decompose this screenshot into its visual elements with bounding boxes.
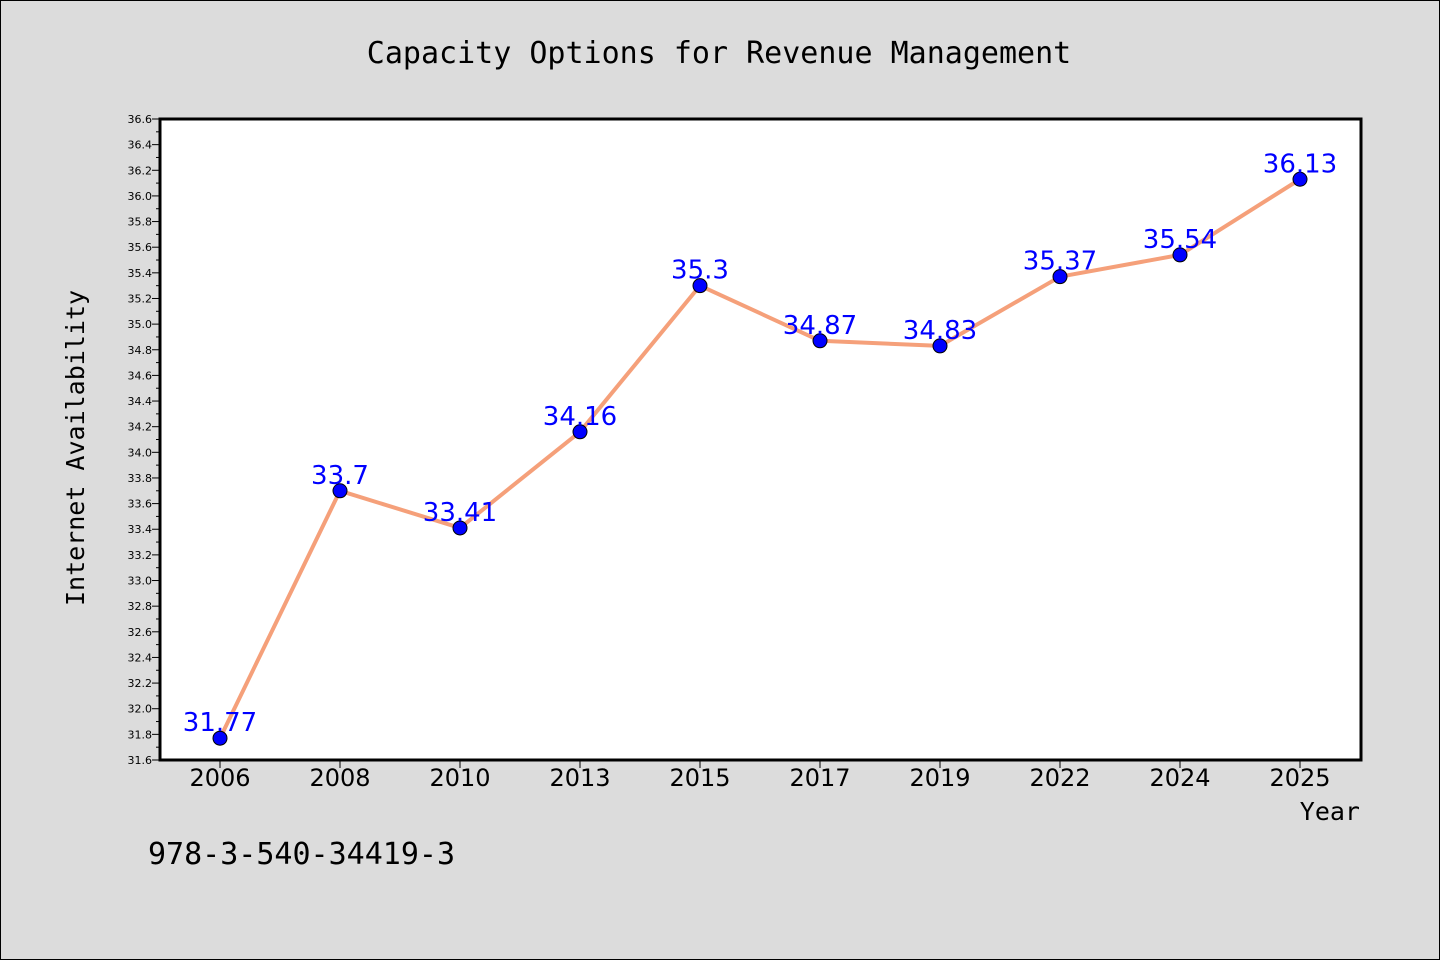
y-axis-title: Internet Availability	[61, 290, 90, 606]
data-point	[212, 730, 228, 746]
y-tick-label: 32.2	[128, 677, 153, 690]
y-tick-label: 32.8	[128, 600, 153, 613]
y-tick-label: 35.6	[128, 241, 153, 254]
x-tick-label: 2010	[429, 764, 490, 792]
data-point	[572, 424, 588, 440]
y-tick-label: 33.6	[128, 498, 153, 511]
y-tick-label: 33.0	[128, 575, 153, 588]
data-point	[1052, 269, 1068, 285]
chart-title: Capacity Options for Revenue Management	[367, 36, 1071, 71]
plot-area	[158, 117, 1363, 762]
x-axis: 2006 2008 2010 2013 2015 2017 2019 2022 2024 2025	[189, 760, 1331, 792]
y-tick-label: 33.2	[128, 549, 153, 562]
series-layer: 31.77 33.7 33.41 34.16 35.3 34.87 34.83 35.37 35…	[183, 149, 1337, 746]
data-label: 34.16	[543, 402, 617, 432]
data-label: 33.41	[423, 498, 497, 528]
data-label: 35.54	[1143, 225, 1217, 255]
y-tick-label: 34.0	[128, 446, 153, 459]
data-point	[932, 338, 948, 354]
y-tick-label: 33.8	[128, 472, 153, 485]
x-tick-label: 2025	[1269, 764, 1330, 792]
data-label: 35.37	[1023, 247, 1097, 277]
y-tick-label: 31.6	[128, 754, 153, 767]
isbn-annotation: 978-3-540-34419-3	[148, 837, 455, 872]
x-tick-label: 2015	[669, 764, 730, 792]
y-tick-label: 35.8	[128, 216, 153, 229]
y-tick-label: 35.2	[128, 292, 153, 305]
y-tick-label: 31.8	[128, 728, 153, 741]
data-point	[1172, 247, 1188, 263]
y-tick-label: 35.0	[128, 318, 153, 331]
y-tick-label: 34.2	[128, 421, 153, 434]
x-tick-label: 2019	[909, 764, 970, 792]
data-label: 36.13	[1263, 149, 1337, 179]
data-point	[452, 520, 468, 536]
x-tick-label: 2008	[309, 764, 370, 792]
y-tick-label: 36.2	[128, 164, 153, 177]
y-tick-label: 36.0	[128, 190, 153, 203]
data-label: 34.83	[903, 316, 977, 346]
data-point	[692, 278, 708, 294]
y-tick-label: 34.8	[128, 344, 153, 357]
x-tick-label: 2006	[189, 764, 250, 792]
data-label: 34.87	[783, 311, 857, 341]
y-tick-label: 32.4	[128, 651, 153, 664]
y-tick-label: 34.4	[128, 395, 153, 408]
x-axis-title: Year	[1300, 797, 1360, 826]
y-tick-label: 36.6	[128, 113, 153, 126]
series-line	[218, 177, 1302, 740]
y-tick-label: 36.4	[128, 139, 153, 152]
y-tick-label: 34.6	[128, 369, 153, 382]
y-axis: 31.6 31.8 32.0 32.2 32.4 32.6 32.8 33.0 33.2 33.4…	[128, 113, 160, 767]
y-tick-label: 33.4	[128, 523, 153, 536]
data-label: 31.77	[183, 708, 257, 738]
data-point	[1292, 171, 1308, 187]
data-point	[332, 483, 348, 499]
data-point	[812, 333, 828, 349]
y-tick-label: 35.4	[128, 267, 153, 280]
data-label: 35.3	[671, 256, 729, 286]
y-tick-label: 32.0	[128, 703, 153, 716]
x-tick-label: 2022	[1029, 764, 1090, 792]
x-tick-label: 2024	[1149, 764, 1210, 792]
data-label: 33.7	[311, 461, 369, 491]
x-tick-label: 2017	[789, 764, 850, 792]
x-tick-label: 2013	[549, 764, 610, 792]
y-tick-label: 32.6	[128, 626, 153, 639]
